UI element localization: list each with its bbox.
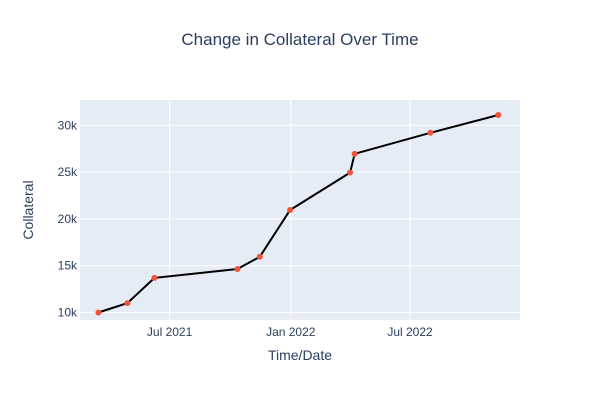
y-axis-title: Collateral [20, 180, 36, 239]
x-axis-title: Time/Date [268, 347, 332, 363]
data-point [124, 300, 131, 307]
data-point [95, 309, 102, 316]
data-point [495, 111, 502, 118]
markers [95, 111, 502, 316]
plot-background [80, 100, 520, 320]
data-point [287, 207, 294, 213]
x-tick-label: Jul 2022 [387, 325, 433, 339]
data-point [234, 265, 241, 272]
y-tick-label: 20k [58, 212, 78, 226]
y-tick-label: 25k [58, 165, 78, 179]
series-line-layer [98, 114, 499, 314]
data-point [256, 253, 263, 260]
y-axis-ticks: 10k 15k 20k 25k 30k [58, 118, 78, 319]
chart-title: Change in Collateral Over Time [181, 30, 418, 49]
data-point [351, 150, 358, 157]
data-point [151, 274, 158, 281]
y-tick-label: 15k [58, 259, 78, 273]
data-point [347, 169, 354, 176]
x-axis-ticks: Jul 2021 Jan 2022 Jul 2022 [147, 325, 433, 339]
x-tick-label: Jul 2021 [147, 325, 193, 339]
grid [80, 100, 520, 320]
y-tick-label: 10k [58, 306, 78, 320]
data-point [427, 129, 434, 136]
x-tick-label: Jan 2022 [266, 325, 316, 339]
y-tick-label: 30k [58, 118, 78, 132]
series-line [98, 114, 499, 314]
